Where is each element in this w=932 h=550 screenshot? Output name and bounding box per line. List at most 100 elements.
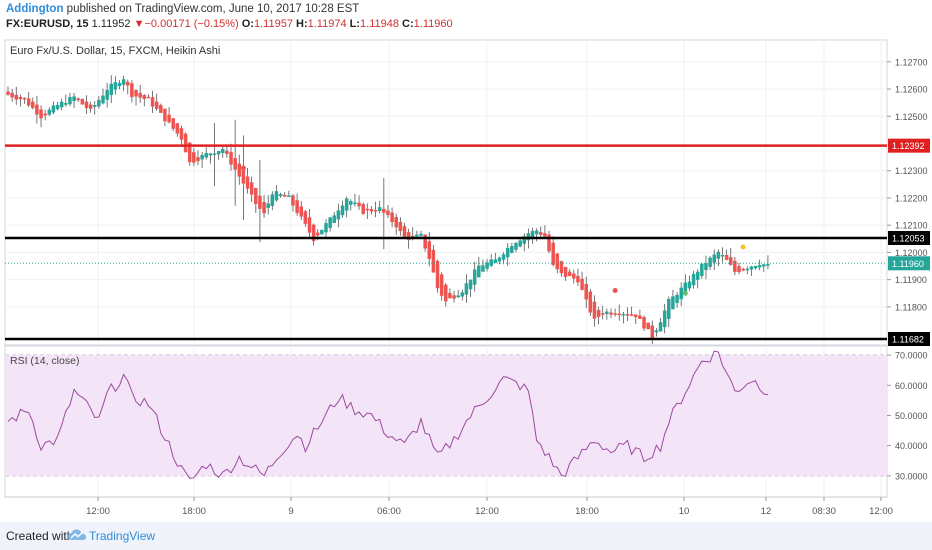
horizontal-lines[interactable]: 1.12392 1.12053 1.11682 <box>5 138 930 347</box>
candle-body <box>704 263 708 271</box>
candle-body <box>621 313 626 316</box>
candle-body <box>600 313 605 315</box>
symbol-label[interactable]: FX:EURUSD, 15 <box>6 18 89 30</box>
candle-body <box>163 108 167 122</box>
candle-body <box>291 195 295 206</box>
rsi-tick-label: 30.0000 <box>895 471 928 481</box>
candle-body <box>204 153 208 158</box>
candle-body <box>753 265 758 269</box>
time-tick-label: 12:00 <box>86 506 110 517</box>
ohlc-legend: FX:EURUSD, 15 1.11952 ▼−0.00171 (−0.15%)… <box>6 18 453 30</box>
rsi-tick-label: 60.0000 <box>895 381 928 391</box>
candle-body <box>134 89 138 97</box>
close-value: 1.11960 <box>413 18 453 30</box>
rsi-line[interactable] <box>7 350 768 479</box>
candle-body <box>171 118 175 129</box>
candle-body <box>35 104 39 115</box>
price-level-label: 1.12392 <box>892 141 925 151</box>
time-tick-label: 12:00 <box>475 506 499 517</box>
candle-body <box>596 310 601 318</box>
candle-body <box>559 261 564 274</box>
time-tick-label: 9 <box>288 506 293 517</box>
candle-body <box>142 95 147 99</box>
candle-body <box>386 210 390 215</box>
candles[interactable] <box>6 75 770 344</box>
candle-body <box>497 257 502 262</box>
time-tick-label: 08:30 <box>812 506 836 517</box>
candle-body <box>452 295 456 299</box>
candle-body <box>617 313 621 316</box>
candle-body <box>72 96 76 101</box>
candle-body <box>18 96 23 100</box>
rsi-tick-label: 50.0000 <box>895 411 928 421</box>
candle-body <box>671 296 675 310</box>
candle-body <box>477 265 481 278</box>
candle-body <box>510 246 514 253</box>
candle-body <box>468 279 473 290</box>
candle-body <box>39 109 43 119</box>
candle-body <box>733 260 737 272</box>
author-link[interactable]: Addington <box>6 3 64 15</box>
candle-body <box>349 201 353 205</box>
time-tick-label: 12:00 <box>869 506 893 517</box>
candle-body <box>625 314 630 316</box>
candle-body <box>456 295 460 298</box>
footer: Created with TradingView <box>0 522 932 550</box>
published-text: published on TradingView.com, June 10, 2… <box>63 3 360 15</box>
tradingview-link[interactable]: TradingView <box>89 529 156 543</box>
candle-body <box>88 104 93 109</box>
candle-body <box>266 203 270 208</box>
candle-body <box>200 154 204 160</box>
signal-markers <box>240 165 746 296</box>
candle-body <box>687 281 692 289</box>
candle-body <box>340 205 345 216</box>
candle-body <box>117 82 122 87</box>
candle-body <box>522 236 526 244</box>
candle-body <box>766 264 770 266</box>
candle-body <box>605 311 609 314</box>
candle-body <box>448 292 452 299</box>
time-tick-label: 12 <box>761 506 772 517</box>
signal-dot <box>612 288 618 294</box>
candle-body <box>216 151 221 155</box>
candle-body <box>146 96 151 99</box>
candle-body <box>167 114 171 123</box>
candle-body <box>505 247 510 258</box>
price-level-tag <box>888 138 930 153</box>
candle-body <box>609 312 613 315</box>
candle-body <box>634 314 638 318</box>
candle-body <box>716 251 721 259</box>
candle-body <box>138 92 142 98</box>
signal-dot <box>240 165 246 171</box>
axes[interactable]: 1.12700 1.12600 1.12500 1.12300 1.12200 1.121… <box>5 57 930 517</box>
candle-body <box>551 242 555 265</box>
candle-body <box>415 234 419 237</box>
signal-dot <box>740 244 746 250</box>
candle-body <box>316 232 320 236</box>
candle-body <box>373 210 378 212</box>
created-with-label: Created with <box>6 529 74 543</box>
high-value: 1.11974 <box>307 18 347 30</box>
price-tick-label: 1.11900 <box>895 275 927 285</box>
candle-body <box>287 195 291 197</box>
candle-body <box>55 104 60 110</box>
candle-body <box>303 211 308 224</box>
price-tick-label: 1.12200 <box>895 193 928 203</box>
candle-body <box>431 249 436 273</box>
rsi-tick-label: 40.0000 <box>895 441 928 451</box>
tradingview-cloud-icon[interactable] <box>67 528 87 542</box>
price-tick-label: 1.12500 <box>895 112 928 122</box>
candle-body <box>307 217 312 233</box>
candle-body <box>580 278 584 290</box>
candle-body <box>101 95 105 104</box>
candle-body <box>270 194 275 206</box>
candle-body <box>741 268 745 271</box>
candle-body <box>208 153 213 156</box>
candle-body <box>299 206 303 217</box>
candle-body <box>225 150 229 154</box>
last-price-value: 1.11952 <box>91 18 131 30</box>
last-price-tag <box>888 256 930 271</box>
candle-body <box>501 254 506 260</box>
candle-body <box>183 133 188 153</box>
